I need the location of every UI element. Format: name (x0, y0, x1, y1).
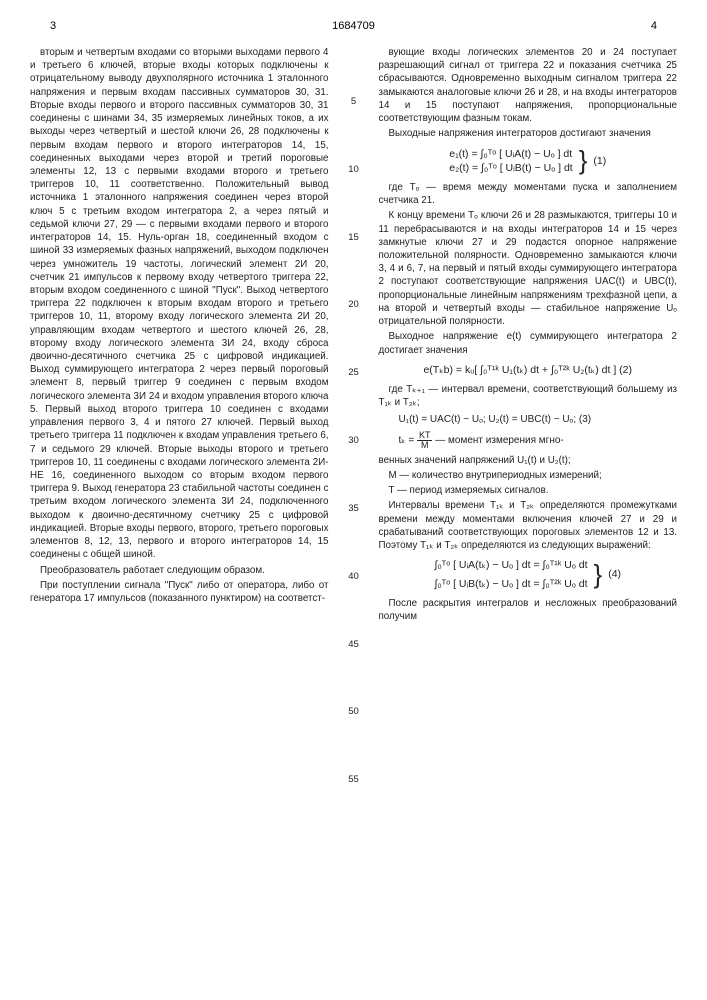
equation-2: e(Tₖb) = kᵤ[ ∫₀ᵀ¹ᵏ U₁(tₖ) dt + ∫₀ᵀ²ᵏ U₂(… (379, 363, 678, 377)
brace-icon: } (594, 564, 603, 585)
document-number: 1684709 (332, 20, 375, 32)
body-text: T — период измеряемых сигналов. (379, 484, 678, 497)
page: 3 1684709 4 вторым и четвертым входами с… (0, 0, 707, 1000)
equation-tk: tₖ = KT M — момент измерения мгно- (399, 431, 678, 450)
line-marker: 35 (348, 503, 359, 516)
equation-line: ∫₀ᵀᵒ [ UᵢB(tₖ) − Uₒ ] dt = ∫₀ᵀ²ᵏ Uₒ dt (434, 577, 587, 591)
body-text: венных значений напряжений U₁(t) и U₂(t)… (379, 454, 678, 467)
body-text: где Tₖ₊₁ — интервал времени, соответству… (379, 383, 678, 409)
equation-lhs: tₖ = (399, 435, 415, 446)
equation-rhs: — момент измерения мгно- (435, 435, 564, 446)
equation-4: ∫₀ᵀᵒ [ UᵢA(tₖ) − Uₒ ] dt = ∫₀ᵀ¹ᵏ Uₒ dt ∫… (379, 558, 678, 590)
line-marker: 30 (348, 435, 359, 448)
line-marker: 55 (348, 774, 359, 787)
brace-icon: } (579, 150, 588, 171)
equation-line: ∫₀ᵀᵒ [ UᵢA(tₖ) − Uₒ ] dt = ∫₀ᵀ¹ᵏ Uₒ dt (434, 558, 587, 572)
body-text: вующие входы логических элементов 20 и 2… (379, 46, 678, 125)
equation-line: e₁(t) = ∫₀ᵀᵒ [ UᵢA(t) − Uₒ ] dt (449, 147, 572, 161)
equation-1: e₁(t) = ∫₀ᵀᵒ [ UᵢA(t) − Uₒ ] dt e₂(t) = … (379, 147, 678, 175)
line-marker: 40 (348, 571, 359, 584)
body-text: Выходные напряжения интеграторов достига… (379, 127, 678, 140)
equation-number: (4) (608, 567, 621, 581)
line-marker: 50 (348, 706, 359, 719)
line-marker: 45 (348, 639, 359, 652)
body-text: После раскрытия интегралов и несложных п… (379, 597, 678, 623)
right-column: вующие входы логических элементов 20 и 2… (379, 46, 678, 787)
body-text: Выходное напряжение e(t) суммирующего ин… (379, 330, 678, 356)
line-marker: 10 (348, 164, 359, 177)
denominator: M (417, 441, 433, 450)
fraction: KT M (417, 431, 433, 450)
page-number-right: 4 (651, 20, 657, 32)
line-marker: 15 (348, 232, 359, 245)
body-text: где Tₒ — время между моментами пуска и з… (379, 181, 678, 207)
equation-line: e₂(t) = ∫₀ᵀᵒ [ UᵢB(t) − Uₒ ] dt (449, 161, 572, 175)
body-text: M — количество внутрипериодных измерений… (379, 469, 678, 482)
line-marker: 5 (351, 96, 356, 109)
body-text: При поступлении сигнала "Пуск" либо от о… (30, 579, 329, 605)
body-text: Интервалы времени T₁ₖ и T₂ₖ определяются… (379, 499, 678, 552)
page-header: 3 1684709 4 (30, 20, 677, 32)
line-number-gutter: 5 10 15 20 25 30 35 40 45 50 55 (347, 46, 361, 787)
equation-number: (1) (593, 154, 606, 168)
body-text: вторым и четвертым входами со вторыми вы… (30, 46, 329, 562)
page-number-left: 3 (50, 20, 56, 32)
content-columns: вторым и четвертым входами со вторыми вы… (30, 46, 677, 787)
body-text: К концу времени Tₒ ключи 26 и 28 размыка… (379, 209, 678, 328)
line-marker: 20 (348, 299, 359, 312)
line-marker: 25 (348, 367, 359, 380)
left-column: вторым и четвертым входами со вторыми вы… (30, 46, 329, 787)
body-text: Преобразователь работает следующим образ… (30, 564, 329, 577)
equation-3: U₁(t) = UAC(t) − Uₒ; U₂(t) = UBC(t) − Uₒ… (399, 413, 678, 427)
